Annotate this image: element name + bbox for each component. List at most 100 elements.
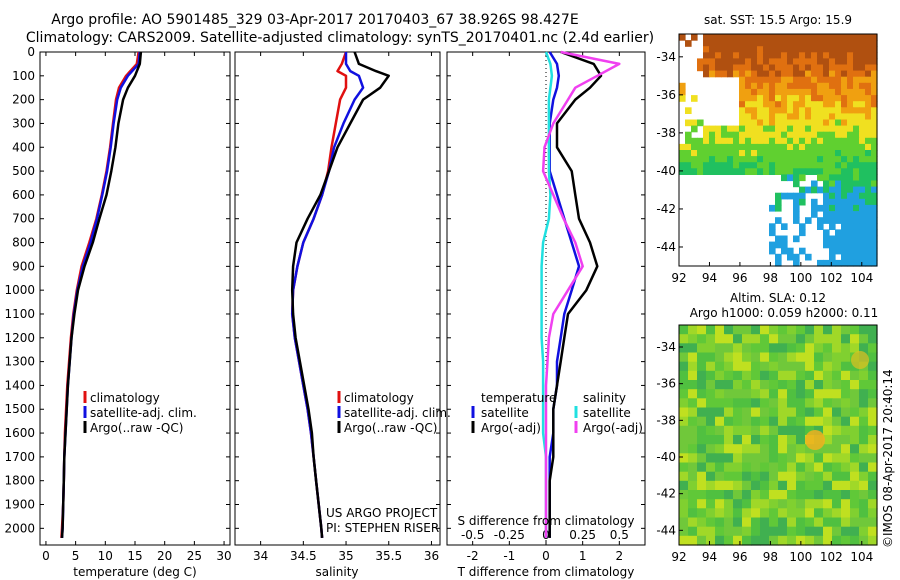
depth-tick-label: 1200 [4, 331, 35, 345]
sst-cell [859, 192, 866, 200]
sla-cell [850, 535, 860, 546]
sst-cell [805, 64, 812, 72]
sst-cell [703, 40, 710, 47]
sla-map [679, 325, 878, 546]
legend-label-climatology: climatology [344, 391, 414, 405]
sst-cell [805, 82, 812, 90]
sst-cell [805, 143, 812, 151]
lat-tick-label: -36 [656, 88, 676, 102]
sla-cell [751, 444, 761, 454]
sst-cell [835, 241, 842, 249]
sst-cell [823, 88, 830, 96]
sst-cell [871, 198, 878, 206]
sla-cell [832, 334, 842, 344]
sla-cell [787, 490, 797, 500]
sla-cell [715, 370, 725, 381]
sla-cell [697, 499, 707, 509]
sst-cell [847, 143, 854, 151]
sla-cell [850, 370, 860, 381]
sst-cell [715, 52, 722, 59]
sst-cell [811, 107, 818, 114]
sla-cell [751, 435, 761, 445]
sla-cell [688, 471, 698, 482]
sst-cell [751, 107, 758, 114]
sla-cell [751, 370, 761, 381]
sla-cell [805, 343, 815, 354]
sst-cell [727, 143, 734, 151]
sst-cell [685, 168, 692, 175]
sst-cell [823, 64, 830, 72]
sla-cell [688, 480, 698, 491]
sst-cell [841, 174, 848, 182]
sst-cell [733, 150, 740, 157]
sst-cell [835, 235, 842, 243]
sla-cell [679, 407, 689, 418]
sla-cell [868, 425, 878, 436]
sst-cell [715, 150, 722, 157]
sst-cell [733, 137, 740, 145]
sla-cell [679, 462, 689, 473]
sla-cell [697, 526, 707, 537]
sst-cell [799, 247, 806, 255]
sla-cell [769, 471, 779, 482]
sst-cell [841, 95, 848, 102]
sst-cell [739, 131, 746, 139]
sst-cell [859, 64, 866, 72]
sla-cell [742, 352, 752, 363]
sla-cell [724, 398, 734, 409]
sla-cell [868, 407, 878, 418]
sst-cell [757, 143, 764, 151]
sst-cell [745, 107, 752, 114]
sst-cell [745, 113, 752, 121]
sla-cell [841, 389, 851, 399]
sla-cell [832, 444, 842, 454]
sla-cell [859, 334, 869, 344]
sst-cell [709, 150, 716, 157]
sst-cell [817, 70, 824, 78]
sst-cell [829, 217, 836, 224]
sst-cell [805, 58, 812, 66]
sst-cell [769, 131, 776, 139]
sst-cell [739, 107, 746, 114]
sst-cell [865, 76, 872, 84]
sla-cell [832, 407, 842, 418]
sla-cell [859, 416, 869, 427]
sst-cell [697, 150, 704, 157]
sla-cell [733, 370, 743, 381]
sst-cell [865, 82, 872, 90]
sla-cell [823, 380, 833, 390]
sla-cell [733, 471, 743, 482]
sla-cell [688, 370, 698, 381]
sst-cell [781, 174, 788, 182]
sst-cell [835, 46, 842, 53]
sst-cell [775, 131, 782, 139]
sst-cell [751, 131, 758, 139]
sst-cell [787, 192, 794, 200]
sst-cell [871, 247, 878, 255]
sla-cell [733, 343, 743, 354]
sla-cell [760, 508, 770, 519]
sla-cell [814, 352, 824, 363]
sst-cell [835, 107, 842, 114]
sla-cell [733, 389, 743, 399]
sla-cell [715, 325, 725, 335]
sla-cell [787, 425, 797, 436]
sla-cell [778, 453, 788, 464]
sst-cell [859, 46, 866, 53]
sst-cell [871, 52, 878, 59]
sst-cell [787, 247, 794, 255]
sst-cell [775, 235, 782, 243]
sla-cell [751, 462, 761, 473]
sst-cell [835, 95, 842, 102]
sst-cell [781, 143, 788, 151]
sst-cell [703, 162, 710, 169]
sla-cell [823, 508, 833, 519]
sla-cell [697, 325, 707, 335]
sst-cell [739, 64, 746, 72]
sla-cell [697, 435, 707, 445]
sst-cell [835, 137, 842, 145]
sla-cell [868, 453, 878, 464]
sla-cell [823, 453, 833, 464]
